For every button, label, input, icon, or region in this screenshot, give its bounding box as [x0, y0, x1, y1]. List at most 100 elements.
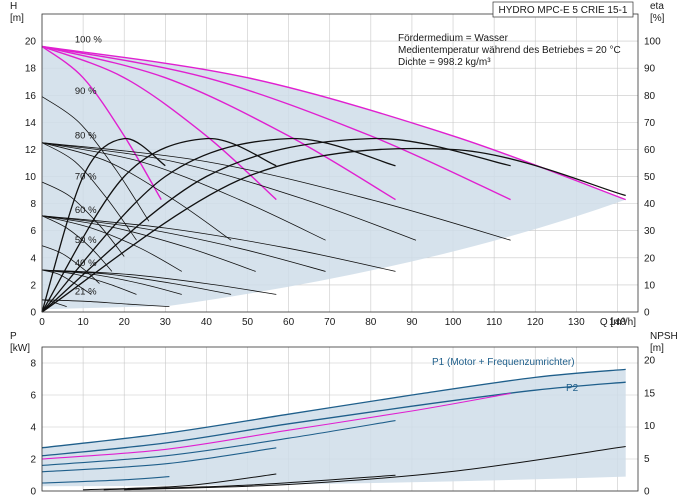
x-tick-label: 130 — [568, 317, 585, 328]
pump-curve — [41, 269, 92, 295]
x-tick-label: 30 — [160, 317, 172, 328]
y-left-tick-label: 0 — [30, 308, 36, 319]
x-tick-label: 140 — [609, 317, 626, 328]
x-tick-label: 70 — [324, 317, 336, 328]
y-left-tick-label: 10 — [25, 172, 37, 183]
y-left-tick-label: 18 — [25, 64, 37, 75]
x-tick-label: 120 — [527, 317, 544, 328]
npsh-curve — [103, 474, 396, 491]
pump-curve — [41, 215, 326, 272]
y-left-tick-label: 2 — [30, 455, 36, 466]
y-right-tick-label: 0 — [644, 308, 650, 319]
power-curve — [41, 476, 170, 484]
npsh-curve — [124, 446, 626, 491]
power-series-line — [41, 381, 626, 457]
plot-frame — [41, 346, 639, 492]
pump-curve — [41, 142, 417, 241]
y-left-tick-label: 20 — [25, 37, 37, 48]
y-right-tick-label: 100 — [644, 37, 661, 48]
y-right-tick-label: 40 — [644, 199, 656, 210]
plot-frame — [41, 13, 639, 313]
y-left-axis-unit: [kW] — [10, 343, 30, 354]
y-right-tick-label: 15 — [644, 388, 656, 399]
y-right-tick-label: 10 — [644, 280, 656, 291]
efficiency-curve — [41, 147, 626, 313]
speed-label: 60 % — [75, 205, 97, 216]
y-left-axis-label: H — [10, 1, 17, 12]
pump-curve — [41, 45, 162, 200]
x-tick-label: 0 — [39, 317, 45, 328]
efficiency-curve — [41, 137, 511, 313]
y-right-axis-unit: [m] — [650, 343, 664, 354]
power-curve — [41, 392, 511, 460]
y-left-axis-label: P — [10, 331, 17, 342]
x-axis-label: Q [m³/h] — [600, 317, 636, 328]
pump-curve — [41, 181, 125, 257]
pump-curve — [41, 96, 150, 222]
y-left-tick-label: 4 — [30, 423, 36, 434]
pump-curve — [41, 45, 511, 201]
annotation-text: Medientemperatur während des Betriebes =… — [398, 45, 621, 56]
annotation-text: Dichte = 998.2 kg/m³ — [398, 57, 491, 68]
chart-title: HYDRO MPC-E 5 CRIE 15-1 — [499, 5, 628, 16]
x-tick-label: 20 — [119, 317, 131, 328]
x-tick-label: 80 — [365, 317, 377, 328]
y-left-tick-label: 2 — [30, 280, 36, 291]
speed-label: 100 % — [75, 34, 102, 45]
y-right-tick-label: 60 — [644, 145, 656, 156]
y-right-tick-label: 30 — [644, 226, 656, 237]
npsh-curve — [83, 473, 277, 491]
pump-curve — [41, 269, 137, 295]
speed-label: 50 % — [75, 235, 97, 246]
x-tick-label: 90 — [406, 317, 418, 328]
y-left-tick-label: 0 — [30, 487, 36, 498]
x-tick-label: 110 — [486, 317, 502, 328]
speed-label: 21 % — [75, 286, 97, 297]
pump-curve — [41, 142, 326, 241]
series-label-p2: P2 — [566, 383, 579, 394]
pump-curve — [41, 142, 137, 241]
y-right-tick-label: 5 — [644, 454, 650, 465]
speed-label: 70 % — [75, 171, 97, 182]
series-label-p1: P1 (Motor + Frequenzumrichter) — [432, 357, 575, 368]
y-left-tick-label: 6 — [30, 226, 36, 237]
efficiency-curve — [41, 137, 277, 313]
pump-curve — [41, 215, 396, 272]
power-curve — [41, 447, 277, 473]
annotation-text: Fördermedium = Wasser — [398, 33, 509, 44]
y-right-tick-label: 0 — [644, 487, 650, 498]
efficiency-curve — [41, 137, 166, 313]
pump-curve — [41, 45, 396, 201]
y-right-tick-label: 90 — [644, 64, 656, 75]
y-left-tick-label: 16 — [25, 91, 37, 102]
speed-label: 90 % — [75, 86, 97, 97]
x-tick-label: 10 — [78, 317, 90, 328]
x-tick-label: 60 — [283, 317, 295, 328]
y-right-axis-unit: [%] — [650, 13, 665, 24]
operating-envelope — [42, 46, 626, 310]
y-right-tick-label: 20 — [644, 356, 656, 367]
pump-curve — [41, 299, 170, 307]
y-right-axis-label: NPSH — [650, 331, 678, 342]
y-left-axis-unit: [m] — [10, 13, 24, 24]
power-curve — [41, 420, 396, 466]
y-right-axis-label: eta — [650, 1, 664, 12]
pump-curve — [41, 45, 277, 201]
pump-curve — [41, 215, 113, 272]
power-series-line — [41, 368, 626, 449]
speed-label: 80 % — [75, 131, 97, 142]
y-right-tick-label: 10 — [644, 421, 656, 432]
efficiency-curve — [41, 137, 396, 313]
performance-chart: 0 10 20 30 40 50 60 70 80 90 100 110 120 130 140024681… — [10, 1, 665, 328]
y-left-tick-label: 14 — [25, 118, 37, 129]
x-tick-label: 50 — [242, 317, 254, 328]
pump-curve — [41, 245, 100, 284]
y-right-tick-label: 20 — [644, 253, 656, 264]
y-right-tick-label: 50 — [644, 172, 656, 183]
power-chart: 0 2 4 6 8 0 5 10 15 20 P[kW] NPSH[m] P1 (Motor + Fre… — [10, 331, 678, 498]
x-tick-label: 40 — [201, 317, 213, 328]
power-envelope — [42, 369, 626, 487]
pump-curve — [41, 142, 232, 241]
